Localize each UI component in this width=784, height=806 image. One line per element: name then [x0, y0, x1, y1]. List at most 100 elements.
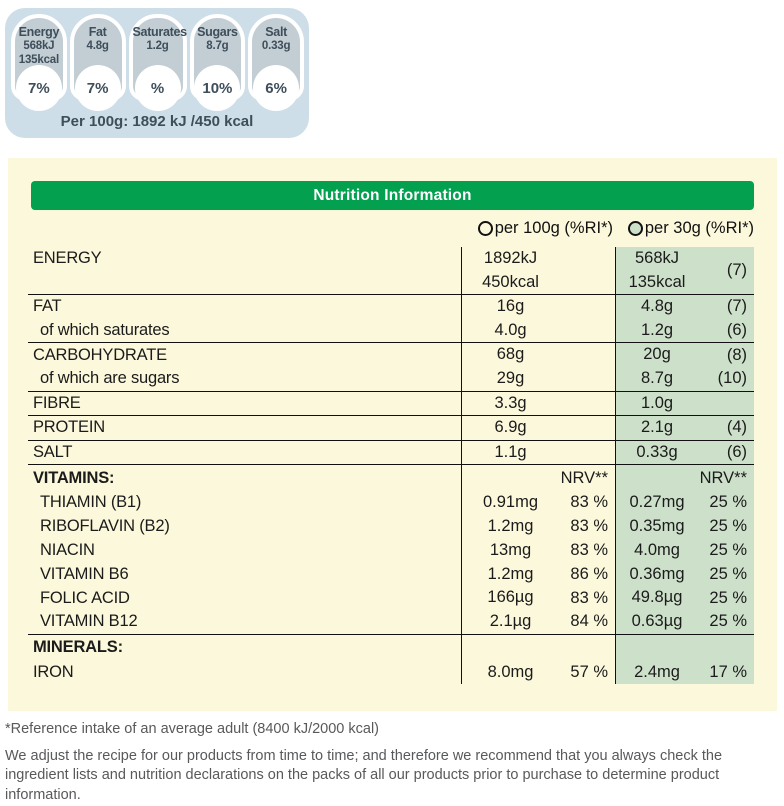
cell-per-30g: 0.33g (6) — [615, 440, 754, 465]
summary-badge-energy: Energy 568kJ 135kcal 7% — [11, 14, 67, 111]
cell-per-30g-percent: 25 % — [709, 564, 747, 583]
cell-per-100g-value: 68g — [496, 345, 525, 364]
cell-per-30g-value: 0.63µg — [631, 612, 683, 631]
cell-per-100g-value: 29g — [496, 369, 525, 388]
cell-per-100g: 6.9g — [461, 416, 615, 440]
table-row-vitamin-b12: VITAMIN B12 2.1µg 84 % 0.63µg 25 % — [28, 610, 754, 635]
cell-per-30g: 0.63µg 25 % — [615, 610, 754, 634]
row-label: THIAMIN (B1) — [40, 493, 142, 512]
table-row-vitamin-b6: VITAMIN B6 1.2mg 86 % 0.36mg 25 % — [28, 562, 754, 587]
per-30g-radio-icon[interactable] — [627, 221, 643, 236]
cell-per-100g-value: 0.91mg — [482, 493, 539, 512]
column-header-per-100g-label: per 100g (%RI*) — [494, 219, 613, 237]
row-label: VITAMIN B6 — [40, 564, 129, 583]
cell-per-30g: 2.4mg 17 % — [615, 660, 754, 685]
per-100g-radio-icon[interactable] — [477, 221, 493, 236]
cell-per-30g-value: 8.7g — [640, 369, 674, 388]
cell-per-100g: 1.2mg 86 % — [461, 562, 615, 587]
cell-per-30g-percent: 25 % — [709, 588, 747, 607]
badge-value: 8.7g — [206, 40, 229, 52]
summary-badge-saturates: Saturates 1.2g% — [128, 14, 188, 111]
column-headers: per 100g (%RI*) per 30g (%RI*) — [8, 219, 777, 245]
cell-per-30g-value: 1.0g — [640, 393, 674, 412]
column-header-per-30g: per 30g (%RI*) — [627, 219, 754, 238]
table-row-vitamins: VITAMINS: NRV** NRV** — [28, 465, 754, 492]
column-header-per-30g-label: per 30g (%RI*) — [644, 219, 754, 237]
row-label: SALT — [33, 442, 73, 461]
row-label: VITAMINS: — [33, 468, 115, 487]
row-label: RIBOFLAVIN (B2) — [40, 517, 170, 536]
badge-percent: 7% — [28, 79, 50, 97]
row-label: of which are sugars — [40, 369, 180, 388]
row-label: VITAMIN B12 — [40, 612, 138, 631]
recipe-disclaimer-footnote: We adjust the recipe for our products fr… — [5, 748, 723, 803]
badge-percent-circle: 7% — [74, 65, 121, 111]
table-row-energy: ENERGY 1892kJ 450kcal 568kJ 135kcal (7) — [28, 247, 754, 295]
cell-per-100g: 16g — [461, 295, 615, 319]
cell-per-30g: 0.36mg 25 % — [615, 562, 754, 587]
row-label: of which saturates — [40, 321, 170, 340]
table-row-thiamin-b1: THIAMIN (B1) 0.91mg 83 % 0.27mg 25 % — [28, 491, 754, 515]
cell-per-30g-value: 4.8g — [640, 297, 674, 316]
cell-per-30g: 0.27mg 25 % — [615, 491, 754, 515]
row-label: PROTEIN — [33, 418, 105, 437]
badge-percent: 7% — [86, 79, 109, 97]
cell-per-100g: NRV** — [461, 465, 615, 492]
cell-per-30g-percent: 25 % — [709, 541, 747, 560]
cell-per-30g-percent: 17 % — [709, 662, 747, 681]
cell-per-30g-percent: (7) — [726, 261, 747, 279]
cell-per-100g-value: 1.2mg — [487, 564, 534, 583]
badge-label: Saturates — [132, 25, 188, 39]
cell-per-30g-value: 2.4mg — [634, 662, 680, 681]
cell-per-100g: 29g — [461, 367, 615, 391]
cell-per-100g: 1.1g — [461, 440, 615, 465]
row-label: FAT — [33, 297, 62, 316]
badge-label: Energy — [18, 25, 60, 39]
cell-per-100g-value: 8.0mg — [487, 662, 534, 681]
cell-per-30g-value: 4.0mg — [634, 540, 680, 559]
badge-percent: 6% — [265, 79, 287, 97]
badge-percent-circle: 10% — [194, 65, 241, 111]
nutrition-table-body: ENERGY 1892kJ 450kcal 568kJ 135kcal (7) FAT 16g… — [28, 247, 754, 685]
cell-per-100g: 3.3g — [461, 391, 615, 416]
cell-per-30g-percent: (10) — [717, 369, 747, 388]
cell-per-30g-percent: NRV** — [699, 468, 747, 487]
cell-per-30g-percent: 25 % — [709, 493, 747, 512]
cell-per-100g: 68g — [461, 343, 615, 368]
cell-per-100g: 166µg 83 % — [461, 586, 615, 611]
badge-percent-circle: 6% — [253, 65, 300, 111]
cell-per-30g-value: 1.2g — [640, 320, 674, 339]
nutrition-table-panel: Nutrition Information per 100g (%RI*) pe… — [8, 158, 777, 711]
badge-label: Sugars — [197, 25, 238, 39]
cell-per-30g: NRV** — [615, 465, 754, 492]
badge-percent-circle: % — [134, 65, 181, 111]
cell-per-100g: 1.2mg 83 % — [461, 514, 615, 539]
cell-per-100g-value: 4.0g — [494, 320, 527, 339]
cell-per-30g-value: 0.33g — [636, 442, 678, 461]
badge-value: 135kcal — [18, 54, 59, 66]
row-label: FIBRE — [33, 393, 81, 412]
cell-per-30g-percent: (6) — [726, 442, 747, 461]
cell-per-30g-percent: (7) — [726, 297, 747, 316]
table-row-protein: PROTEIN 6.9g 2.1g (4) — [28, 416, 754, 441]
table-row-riboflavin-b2: RIBOFLAVIN (B2) 1.2mg 83 % 0.35mg 25 % — [28, 514, 754, 539]
summary-badge-salt: Salt 0.33g 6% — [248, 14, 304, 111]
cell-per-30g: 2.1g (4) — [615, 416, 754, 440]
cell-per-100g-percent: 86 % — [570, 564, 608, 583]
cell-per-100g: 4.0g — [461, 318, 615, 343]
column-header-per-100g: per 100g (%RI*) — [477, 219, 613, 238]
table-row-of-which-are-sugars: of which are sugars 29g 8.7g (10) — [28, 367, 754, 392]
badge-percent-circle: 7% — [15, 65, 62, 111]
row-label: ENERGY — [33, 249, 102, 267]
cell-per-30g: 4.8g (7) — [615, 295, 754, 319]
cell-per-100g: 8.0mg 57 % — [461, 660, 615, 685]
cell-per-100g-percent: 83 % — [570, 493, 608, 512]
table-row-folic-acid: FOLIC ACID 166µg 83 % 49.8µg 25 % — [28, 586, 754, 611]
row-label: MINERALS: — [33, 638, 123, 657]
table-row-iron: IRON 8.0mg 57 % 2.4mg 17 % — [28, 660, 754, 685]
table-title-bar: Nutrition Information — [31, 181, 754, 210]
cell-per-100g-value: 1892kJ 450kcal — [482, 249, 539, 291]
badge-value: 568kJ — [23, 40, 55, 52]
cell-per-100g: 2.1µg 84 % — [461, 610, 615, 634]
cell-per-30g-value: 0.35mg — [629, 517, 685, 536]
